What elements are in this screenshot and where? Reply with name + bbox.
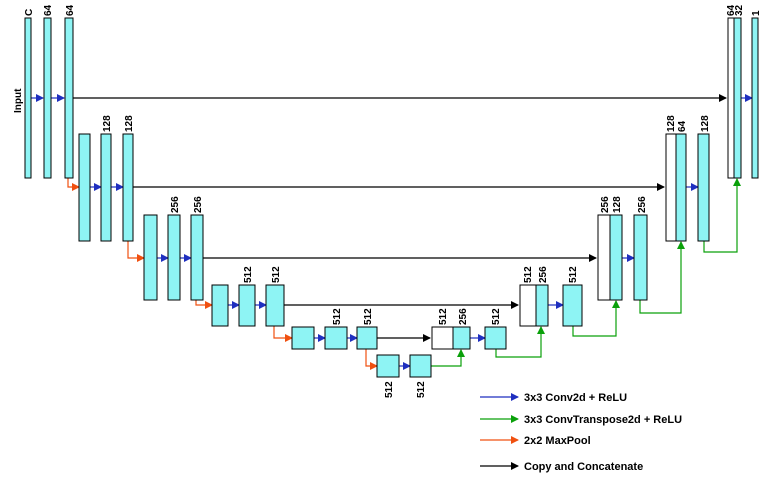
channel-label: 512: [243, 266, 254, 283]
decoder-level5: [431, 326, 507, 350]
upconv-arrows: [431, 178, 741, 367]
feature-block: [265, 284, 285, 327]
upsampled-block: [609, 214, 623, 301]
feature-block: [376, 354, 400, 378]
encoder-level4: [211, 284, 285, 327]
copied-block: [727, 17, 735, 179]
copied-block: [519, 284, 537, 327]
channel-label: 256: [600, 196, 611, 213]
copied-block: [597, 214, 611, 301]
feature-block: [43, 17, 52, 179]
channel-label: 64: [65, 4, 76, 16]
channel-label: 512: [416, 381, 427, 398]
input-label: Input: [13, 88, 24, 113]
legend-label: Copy and Concatenate: [524, 461, 643, 473]
upsampled-block: [452, 326, 471, 350]
channel-label: 64: [677, 120, 688, 132]
decoder-level2: [665, 133, 710, 242]
copied-block: [431, 326, 454, 350]
bottleneck: [376, 354, 432, 378]
legend: 3x3 Conv2d + ReLU 3x3 ConvTranspose2d + …: [480, 392, 682, 473]
upconv-arrow: [495, 326, 545, 358]
feature-block: [143, 214, 158, 301]
feature-block: [409, 354, 432, 378]
channel-label: 256: [637, 196, 648, 213]
legend-item-conv: 3x3 Conv2d + ReLU: [480, 392, 627, 404]
encoder-level5: [291, 326, 378, 350]
channel-label: 32: [734, 4, 745, 16]
feature-block: [324, 326, 348, 350]
feature-block: [291, 326, 315, 350]
channel-label: 256: [538, 266, 549, 283]
feature-block: [484, 326, 507, 350]
conv-arrows: [31, 94, 753, 370]
maxpool-arrows: [67, 178, 378, 370]
legend-label: 3x3 Conv2d + ReLU: [524, 392, 627, 404]
maxpool-arrow: [273, 326, 293, 342]
upconv-arrow: [572, 300, 620, 337]
channel-label: 64: [726, 4, 737, 16]
feature-block: [356, 326, 378, 350]
feature-block: [100, 133, 112, 242]
copied-block: [665, 133, 677, 242]
maxpool-arrow: [195, 300, 213, 309]
legend-item-copy: Copy and Concatenate: [480, 461, 643, 473]
channel-label: 512: [491, 308, 502, 325]
legend-label: 3x3 ConvTranspose2d + ReLU: [524, 414, 682, 426]
channel-label: 128: [612, 196, 623, 213]
channel-label: 128: [700, 115, 711, 132]
encoder-level1: [24, 17, 74, 179]
channel-label: 512: [523, 266, 534, 283]
maxpool-arrow: [127, 241, 145, 262]
legend-item-maxpool: 2x2 MaxPool: [480, 435, 591, 447]
feature-block: [238, 284, 256, 327]
decoder-level3: [597, 214, 648, 301]
channel-label: 512: [568, 266, 579, 283]
feature-block: [633, 214, 648, 301]
feature-block: [167, 214, 181, 301]
upconv-arrow: [703, 178, 741, 253]
encoder-level2: [78, 133, 134, 242]
legend-label: 2x2 MaxPool: [524, 435, 591, 447]
feature-block: [122, 133, 134, 242]
upsampled-block: [675, 133, 687, 242]
channel-label: 128: [124, 115, 135, 132]
upsampled-block: [733, 17, 742, 179]
channel-label: 128: [666, 115, 677, 132]
input-block: [24, 17, 32, 179]
channel-label: 512: [271, 266, 282, 283]
feature-block: [78, 133, 91, 242]
feature-block: [64, 17, 74, 179]
channel-labels: C 64 64 128 128 256 256 512 512 512 512 …: [24, 4, 762, 398]
channel-label: 256: [170, 196, 181, 213]
channel-label: 512: [332, 308, 343, 325]
decoder-level1: [727, 17, 759, 179]
maxpool-arrow: [365, 349, 378, 370]
feature-block: [562, 284, 583, 327]
upconv-arrow: [431, 349, 465, 367]
upsampled-block: [535, 284, 549, 327]
feature-block: [697, 133, 710, 242]
output-block: [751, 17, 759, 179]
channel-label: 128: [102, 115, 113, 132]
feature-block: [190, 214, 204, 301]
legend-item-convtranspose: 3x3 ConvTranspose2d + ReLU: [480, 414, 682, 426]
feature-block: [211, 284, 229, 327]
encoder-level3: [143, 214, 204, 301]
channel-label: C: [24, 9, 35, 16]
channel-label: 512: [438, 308, 449, 325]
channel-label: 1: [751, 10, 762, 16]
channel-label: 256: [193, 196, 204, 213]
decoder-level4: [519, 284, 583, 327]
skip-connections: [73, 94, 727, 342]
upconv-arrow: [639, 241, 685, 314]
channel-label: 512: [384, 381, 395, 398]
maxpool-arrow: [67, 178, 80, 191]
channel-label: 512: [363, 308, 374, 325]
channel-label: 256: [458, 308, 469, 325]
channel-label: 64: [43, 4, 54, 16]
